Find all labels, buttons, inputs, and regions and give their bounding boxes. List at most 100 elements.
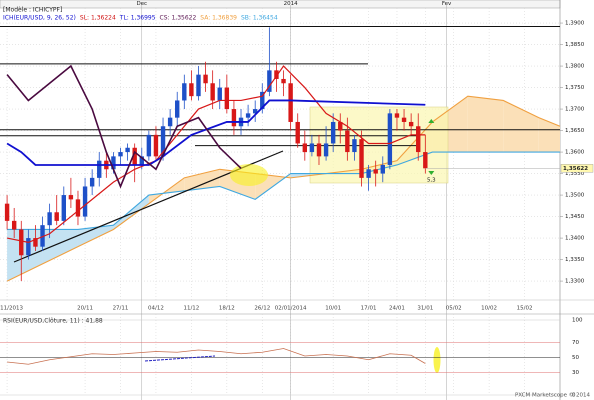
x-tick-label: 27/11 <box>113 306 129 312</box>
indicator-line <box>6 64 242 189</box>
candle-body <box>111 156 116 170</box>
y-tick-label: 1,3500 <box>565 193 585 199</box>
y-tick-label: 1,3550 <box>565 171 585 177</box>
y-tick-label: 1,3850 <box>565 42 585 48</box>
candle-body <box>252 109 258 114</box>
candle-body <box>203 74 208 84</box>
candle-body <box>167 117 173 127</box>
candle-body <box>359 139 364 178</box>
candle-body <box>40 225 45 247</box>
candle-body <box>182 83 187 101</box>
cloud-fill <box>113 195 149 230</box>
indicator-value: SB: 1,36454 <box>241 15 278 22</box>
x-tick-label: 10/01 <box>325 306 341 312</box>
candle-body <box>408 121 414 127</box>
y-tick-label: 1,3750 <box>565 85 585 91</box>
signal-arrow <box>428 119 435 123</box>
candle-body <box>288 83 293 122</box>
candle-body <box>338 121 343 131</box>
y-tick-label: 1,3400 <box>565 236 585 242</box>
indicator-value: CS: 1,35622 <box>160 15 197 22</box>
highlight-ellipse <box>433 347 441 373</box>
candle-body <box>373 169 378 174</box>
y-tick-label: 1,3900 <box>565 21 585 27</box>
candle-body <box>175 100 180 118</box>
rsi-tick-label: 30 <box>572 370 579 376</box>
cloud-fill <box>77 225 114 247</box>
candle-body <box>401 117 407 122</box>
y-tick-label: 1,3700 <box>565 107 585 113</box>
x-tick-label: 04/12 <box>148 306 164 312</box>
candle-body <box>118 152 123 157</box>
footer: PXCM Marketscope © 2014 <box>515 392 591 399</box>
candle-body <box>160 126 166 157</box>
y-tick-label: 1,3450 <box>565 214 585 220</box>
candle-body <box>4 203 10 221</box>
candle-body <box>345 130 350 153</box>
indicator-line <box>6 65 426 243</box>
candle-body <box>309 143 315 153</box>
rsi-line <box>7 348 426 365</box>
cloud-fill <box>184 169 220 191</box>
candle-body <box>295 121 300 144</box>
period-label: Dec <box>136 1 147 7</box>
candle-body <box>125 147 130 153</box>
rsi-title: RSI(EUR/USD,Clôture, 11) : 41,88 <box>3 318 103 325</box>
candle-body <box>267 70 272 92</box>
candle-body <box>366 169 371 178</box>
rsi-trend <box>144 355 216 362</box>
x-tick-label: 18/12 <box>219 306 235 312</box>
candle-body <box>231 109 237 127</box>
candle-body <box>189 83 194 97</box>
x-tick-label: 31/01 <box>417 306 433 312</box>
top-strip <box>0 0 561 9</box>
x-tick-label: 15/02 <box>517 306 533 312</box>
y-tick-label: 1,3300 <box>565 279 585 285</box>
candle-body <box>47 212 52 226</box>
x-tick-label: 17/01 <box>361 306 377 312</box>
last-price-box <box>560 164 594 173</box>
candle-body <box>54 212 59 221</box>
candle-body <box>352 139 357 153</box>
x-tick-label: 20/11 <box>77 306 93 312</box>
candle-body <box>281 78 286 84</box>
candle-body <box>26 238 31 256</box>
candle-body <box>224 87 230 110</box>
candle-body <box>302 143 308 153</box>
indicator-value: TL: 1,36995 <box>119 15 156 22</box>
candle-body <box>260 91 265 110</box>
period-label: Fev <box>442 1 452 7</box>
candle-body <box>330 121 336 144</box>
candle-body <box>316 143 322 157</box>
candle-body <box>11 220 17 230</box>
candle-body <box>61 195 66 221</box>
cloud-span <box>6 95 561 282</box>
candle-body <box>139 156 144 165</box>
candle-body <box>97 160 102 178</box>
candle-body <box>210 83 215 101</box>
candle-body <box>89 177 95 187</box>
x-tick-label: 11/12 <box>183 306 199 312</box>
y-tick-label: 1,3350 <box>565 257 585 263</box>
rsi-tick-label: 100 <box>572 318 583 324</box>
last-price-label: 1,35622 <box>563 166 588 172</box>
signal-arrow <box>428 171 435 175</box>
indicator-value: SL: 1,36224 <box>80 15 116 22</box>
candle-body <box>19 229 24 256</box>
cloud-fill <box>467 96 504 153</box>
chart-title: [Modèle : ICHICYPF] <box>3 7 62 14</box>
x-tick-label: 05/02 <box>446 306 462 312</box>
indicator-line <box>6 99 426 166</box>
rsi-tick-label: 70 <box>572 340 579 346</box>
x-tick-label: 10/02 <box>481 306 497 312</box>
rsi-tick-label: 0 <box>572 393 576 399</box>
candle-body <box>416 126 421 153</box>
candle-body <box>68 195 74 200</box>
y-tick-label: 1,3800 <box>565 64 585 70</box>
candle-body <box>323 143 329 157</box>
candle-body <box>82 186 88 217</box>
candle-body <box>423 152 428 169</box>
candle-body <box>146 134 152 157</box>
